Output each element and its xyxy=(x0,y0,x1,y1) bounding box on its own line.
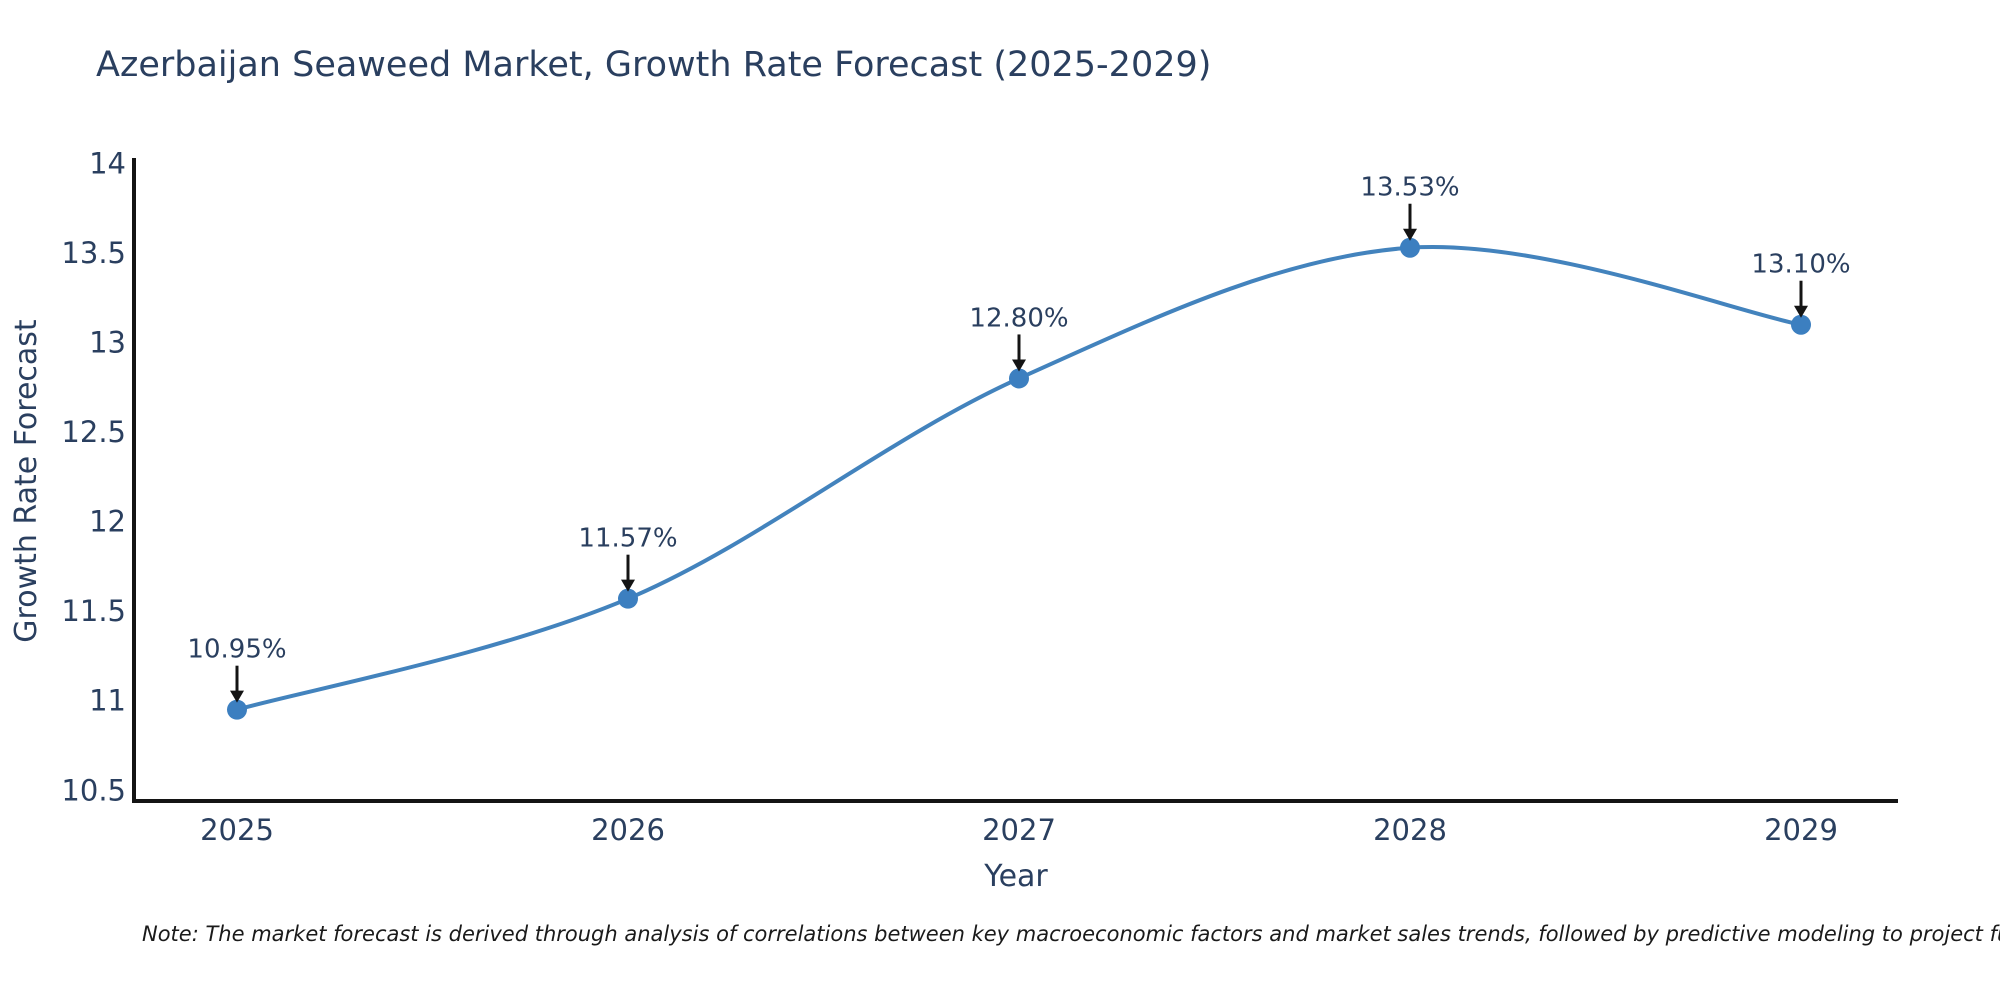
x-tick-label: 2029 xyxy=(1764,813,1838,847)
point-annotation-label: 10.95% xyxy=(187,635,286,665)
y-tick-label: 12 xyxy=(89,505,126,539)
point-annotation-label: 13.53% xyxy=(1360,173,1459,203)
x-tick-label: 2026 xyxy=(591,813,665,847)
point-annotation-label: 11.57% xyxy=(578,524,677,554)
y-tick-label: 10.5 xyxy=(61,773,126,807)
y-axis-title: Growth Rate Forecast xyxy=(9,319,44,643)
x-tick-label: 2025 xyxy=(200,813,274,847)
point-annotation-label: 12.80% xyxy=(969,303,1068,333)
point-annotation-label: 13.10% xyxy=(1751,250,1850,280)
footnote: Note: The market forecast is derived thr… xyxy=(142,922,2000,946)
data-point-marker xyxy=(1791,314,1811,335)
y-tick-label: 12.5 xyxy=(61,415,126,449)
x-tick-label: 2028 xyxy=(1373,813,1447,847)
annotation-arrow-head xyxy=(1012,359,1026,372)
y-tick-label: 14 xyxy=(89,147,126,181)
data-point-marker xyxy=(1400,237,1420,258)
annotation-arrow-head xyxy=(230,690,244,703)
y-tick-label: 13.5 xyxy=(61,236,126,270)
annotation-arrow-head xyxy=(1794,305,1808,318)
x-tick-label: 2027 xyxy=(982,813,1056,847)
data-point-marker xyxy=(227,699,247,720)
x-axis-title: Year xyxy=(983,859,1048,894)
annotation-arrow-head xyxy=(621,579,635,592)
chart-title: Azerbaijan Seaweed Market, Growth Rate F… xyxy=(96,45,1211,85)
y-tick-label: 11 xyxy=(89,684,126,718)
y-tick-label: 11.5 xyxy=(61,594,126,628)
data-point-marker xyxy=(618,588,638,609)
data-point-marker xyxy=(1009,368,1029,389)
annotation-arrow-head xyxy=(1403,228,1417,241)
y-tick-label: 13 xyxy=(89,326,126,360)
plot-area: 10.5 11 11.5 12 12.5 13 13.5 14 2025 2026 2027 2028… xyxy=(61,147,1898,847)
